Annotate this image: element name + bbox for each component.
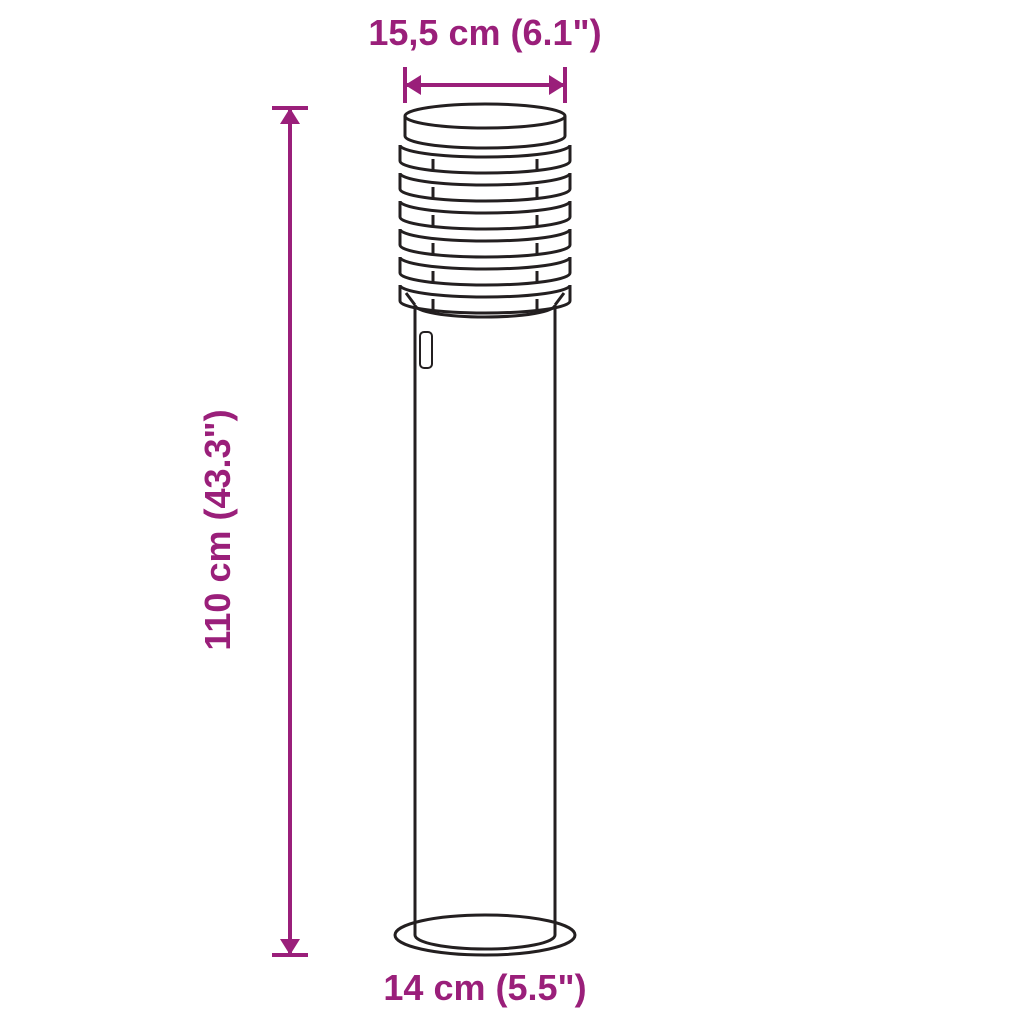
base-width-label: 14 cm (5.5") bbox=[383, 967, 586, 1008]
height-dimension-arrow bbox=[272, 108, 308, 955]
top-width-label: 15,5 cm (6.1") bbox=[368, 12, 601, 53]
top-width-dimension-arrow bbox=[405, 67, 565, 103]
dimension-diagram: 15,5 cm (6.1") 110 cm (43.3") 14 cm (5.5") bbox=[0, 0, 1024, 1024]
bollard-outline bbox=[395, 104, 575, 955]
height-label: 110 cm (43.3") bbox=[197, 409, 238, 650]
